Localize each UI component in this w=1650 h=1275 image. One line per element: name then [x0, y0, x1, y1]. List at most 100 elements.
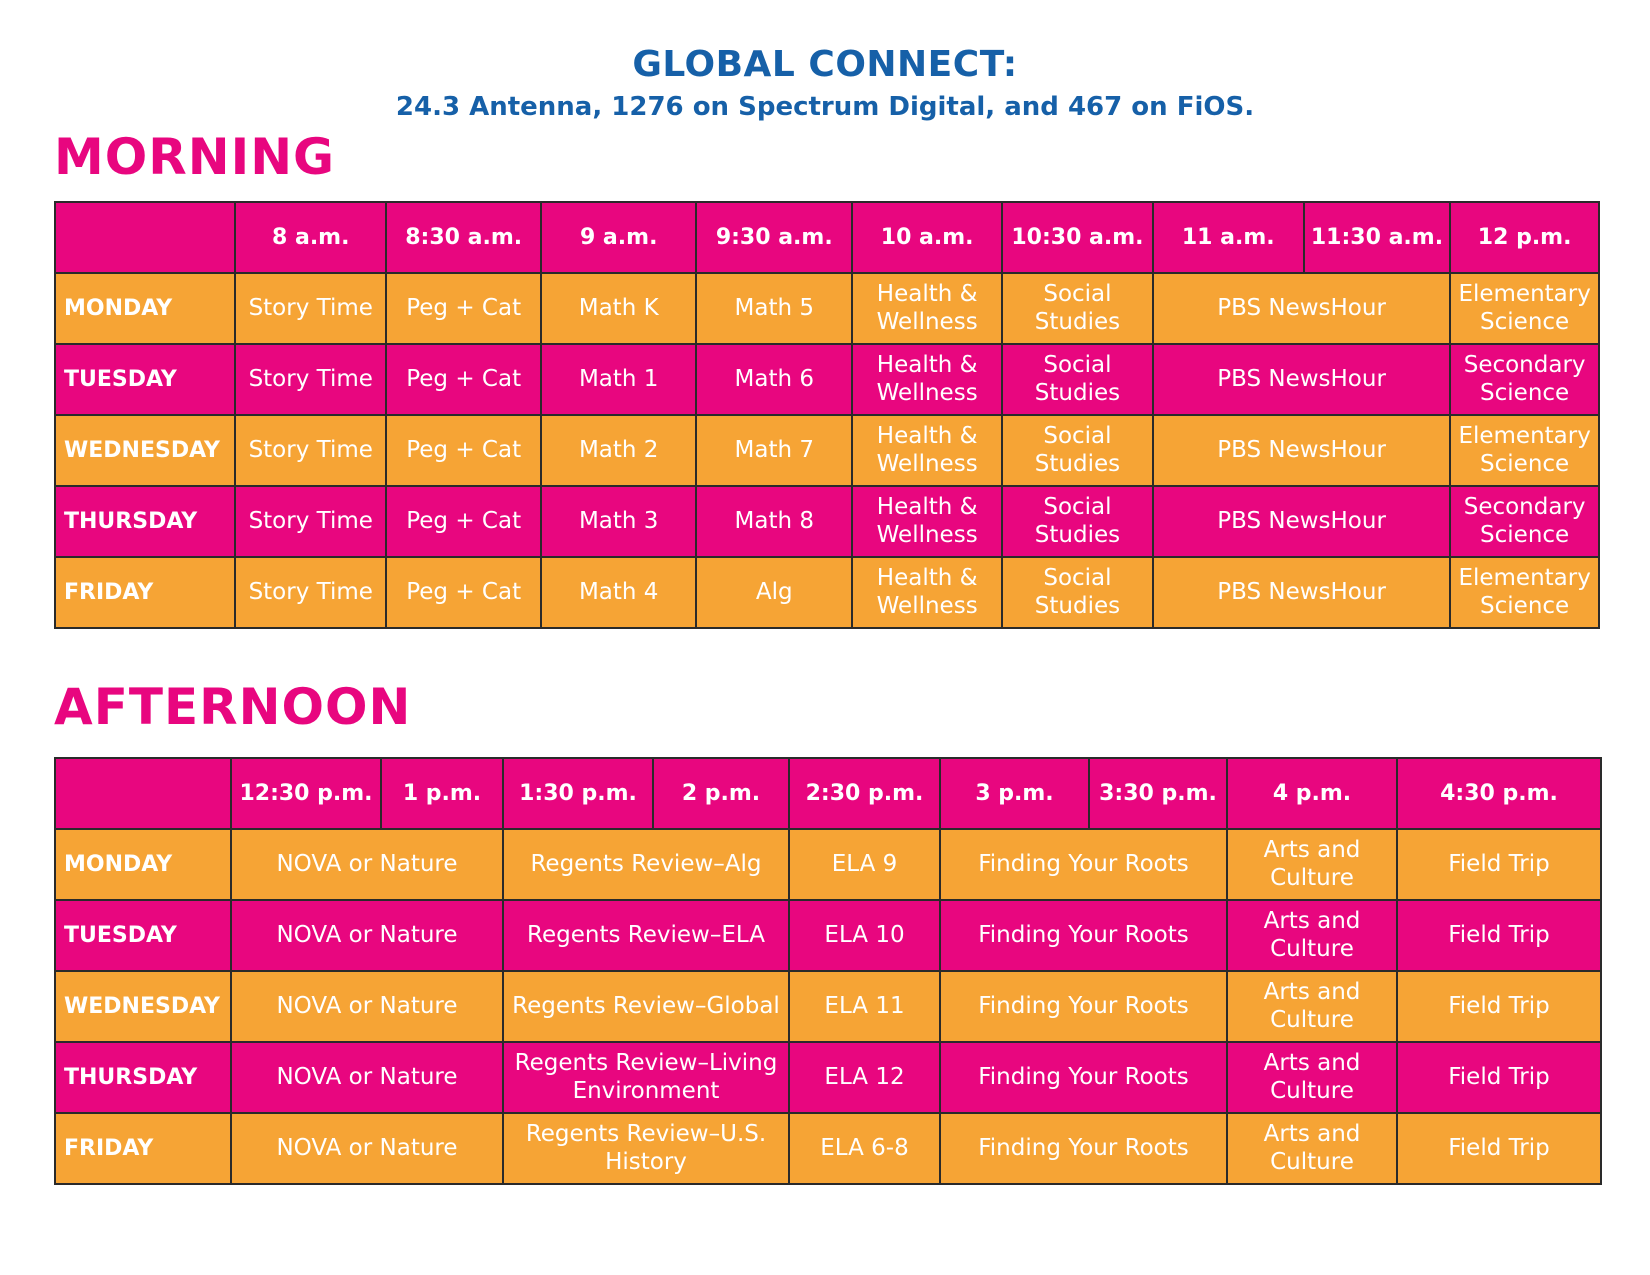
program-cell: Field Trip: [1396, 899, 1602, 972]
program-cell: NOVA or Nature: [230, 1112, 504, 1185]
time-header: 4 p.m.: [1226, 757, 1398, 830]
program-cell: ELA 10: [788, 899, 941, 972]
program-cell: Secondary Science: [1449, 485, 1600, 558]
day-label: TUESDAY: [54, 899, 232, 972]
program-cell: Peg + Cat: [385, 343, 543, 416]
program-cell: Field Trip: [1396, 970, 1602, 1043]
program-cell: Arts and Culture: [1226, 1112, 1398, 1185]
program-cell: Math 3: [540, 485, 698, 558]
time-header: 1:30 p.m.: [502, 757, 654, 830]
time-header: 3 p.m.: [939, 757, 1090, 830]
table-row: TUESDAY NOVA or Nature Regents Review–EL…: [54, 899, 1602, 972]
time-header: 11 a.m.: [1151, 201, 1305, 274]
program-cell: Alg: [695, 556, 854, 629]
time-header: 2:30 p.m.: [788, 757, 941, 830]
program-cell: Story Time: [234, 343, 388, 416]
page-subtitle: 24.3 Antenna, 1276 on Spectrum Digital, …: [395, 92, 1255, 122]
day-label: WEDNESDAY: [54, 970, 232, 1043]
morning-header-row: 8 a.m. 8:30 a.m. 9 a.m. 9:30 a.m. 10 a.m…: [53, 201, 1600, 274]
time-header: 9 a.m.: [540, 201, 698, 274]
program-cell: Math 4: [540, 556, 698, 629]
program-cell: Regents Review–Global: [502, 970, 790, 1043]
program-cell: Social Studies: [1001, 485, 1154, 558]
program-cell: Health & Wellness: [851, 272, 1004, 345]
time-header: 2 p.m.: [652, 757, 790, 830]
program-cell: Finding Your Roots: [939, 1041, 1228, 1114]
day-label: MONDAY: [54, 828, 232, 901]
program-cell: Regents Review–Living Environment: [502, 1041, 790, 1114]
program-cell: Peg + Cat: [385, 556, 543, 629]
table-row: THURSDAY NOVA or Nature Regents Review–L…: [54, 1041, 1602, 1114]
program-cell: Health & Wellness: [851, 485, 1004, 558]
program-cell: Math 7: [695, 414, 854, 487]
table-row: TUESDAY Story Time Peg + Cat Math 1 Math…: [53, 343, 1600, 416]
program-cell: ELA 9: [788, 828, 941, 901]
program-cell: PBS NewsHour: [1151, 485, 1452, 558]
program-cell: Elementary Science: [1449, 414, 1600, 487]
program-cell: Social Studies: [1001, 343, 1154, 416]
day-label: THURSDAY: [53, 485, 237, 558]
program-cell: Arts and Culture: [1226, 828, 1398, 901]
program-cell: Secondary Science: [1449, 343, 1600, 416]
morning-heading: MORNING: [54, 128, 336, 186]
program-cell: Story Time: [234, 485, 388, 558]
program-cell: Math 6: [695, 343, 854, 416]
program-cell: Peg + Cat: [385, 485, 543, 558]
table-row: FRIDAY NOVA or Nature Regents Review–U.S…: [54, 1112, 1602, 1185]
program-cell: Math 5: [695, 272, 854, 345]
program-cell: ELA 11: [788, 970, 941, 1043]
program-cell: Social Studies: [1001, 272, 1154, 345]
program-cell: Math K: [540, 272, 698, 345]
afternoon-heading: AFTERNOON: [54, 678, 412, 736]
program-cell: Elementary Science: [1449, 556, 1600, 629]
program-cell: Elementary Science: [1449, 272, 1600, 345]
program-cell: ELA 6-8: [788, 1112, 941, 1185]
program-cell: Field Trip: [1396, 1041, 1602, 1114]
time-header: 10:30 a.m.: [1001, 201, 1154, 274]
program-cell: Health & Wellness: [851, 343, 1004, 416]
program-cell: Regents Review–ELA: [502, 899, 790, 972]
day-label: FRIDAY: [54, 1112, 232, 1185]
table-row: THURSDAY Story Time Peg + Cat Math 3 Mat…: [53, 485, 1600, 558]
time-header: 11:30 a.m.: [1302, 201, 1452, 274]
afternoon-header-row: 12:30 p.m. 1 p.m. 1:30 p.m. 2 p.m. 2:30 …: [54, 757, 1602, 830]
page-title: GLOBAL CONNECT:: [632, 44, 1018, 85]
program-cell: Health & Wellness: [851, 414, 1004, 487]
afternoon-schedule-table: 12:30 p.m. 1 p.m. 1:30 p.m. 2 p.m. 2:30 …: [54, 757, 1602, 1185]
program-cell: Finding Your Roots: [939, 970, 1228, 1043]
day-label: WEDNESDAY: [53, 414, 237, 487]
day-label: FRIDAY: [53, 556, 237, 629]
program-cell: NOVA or Nature: [230, 828, 504, 901]
program-cell: Arts and Culture: [1226, 1041, 1398, 1114]
program-cell: PBS NewsHour: [1151, 343, 1452, 416]
table-row: MONDAY Story Time Peg + Cat Math K Math …: [53, 272, 1600, 345]
program-cell: Finding Your Roots: [939, 828, 1228, 901]
program-cell: NOVA or Nature: [230, 899, 504, 972]
time-header: 12 p.m.: [1449, 201, 1600, 274]
program-cell: Health & Wellness: [851, 556, 1004, 629]
day-label: TUESDAY: [53, 343, 237, 416]
program-cell: Arts and Culture: [1226, 899, 1398, 972]
time-header: 3:30 p.m.: [1088, 757, 1228, 830]
program-cell: Peg + Cat: [385, 414, 543, 487]
table-row: WEDNESDAY Story Time Peg + Cat Math 2 Ma…: [53, 414, 1600, 487]
time-header: 1 p.m.: [380, 757, 504, 830]
corner-cell: [54, 757, 232, 830]
program-cell: ELA 12: [788, 1041, 941, 1114]
program-cell: Social Studies: [1001, 556, 1154, 629]
corner-cell: [53, 201, 237, 274]
program-cell: Story Time: [234, 272, 388, 345]
program-cell: PBS NewsHour: [1151, 272, 1452, 345]
day-label: THURSDAY: [54, 1041, 232, 1114]
program-cell: NOVA or Nature: [230, 970, 504, 1043]
program-cell: PBS NewsHour: [1151, 556, 1452, 629]
table-row: MONDAY NOVA or Nature Regents Review–Alg…: [54, 828, 1602, 901]
day-label: MONDAY: [53, 272, 237, 345]
time-header: 9:30 a.m.: [695, 201, 854, 274]
time-header: 8:30 a.m.: [385, 201, 543, 274]
program-cell: Field Trip: [1396, 828, 1602, 901]
time-header: 10 a.m.: [851, 201, 1004, 274]
program-cell: Math 2: [540, 414, 698, 487]
program-cell: NOVA or Nature: [230, 1041, 504, 1114]
program-cell: PBS NewsHour: [1151, 414, 1452, 487]
